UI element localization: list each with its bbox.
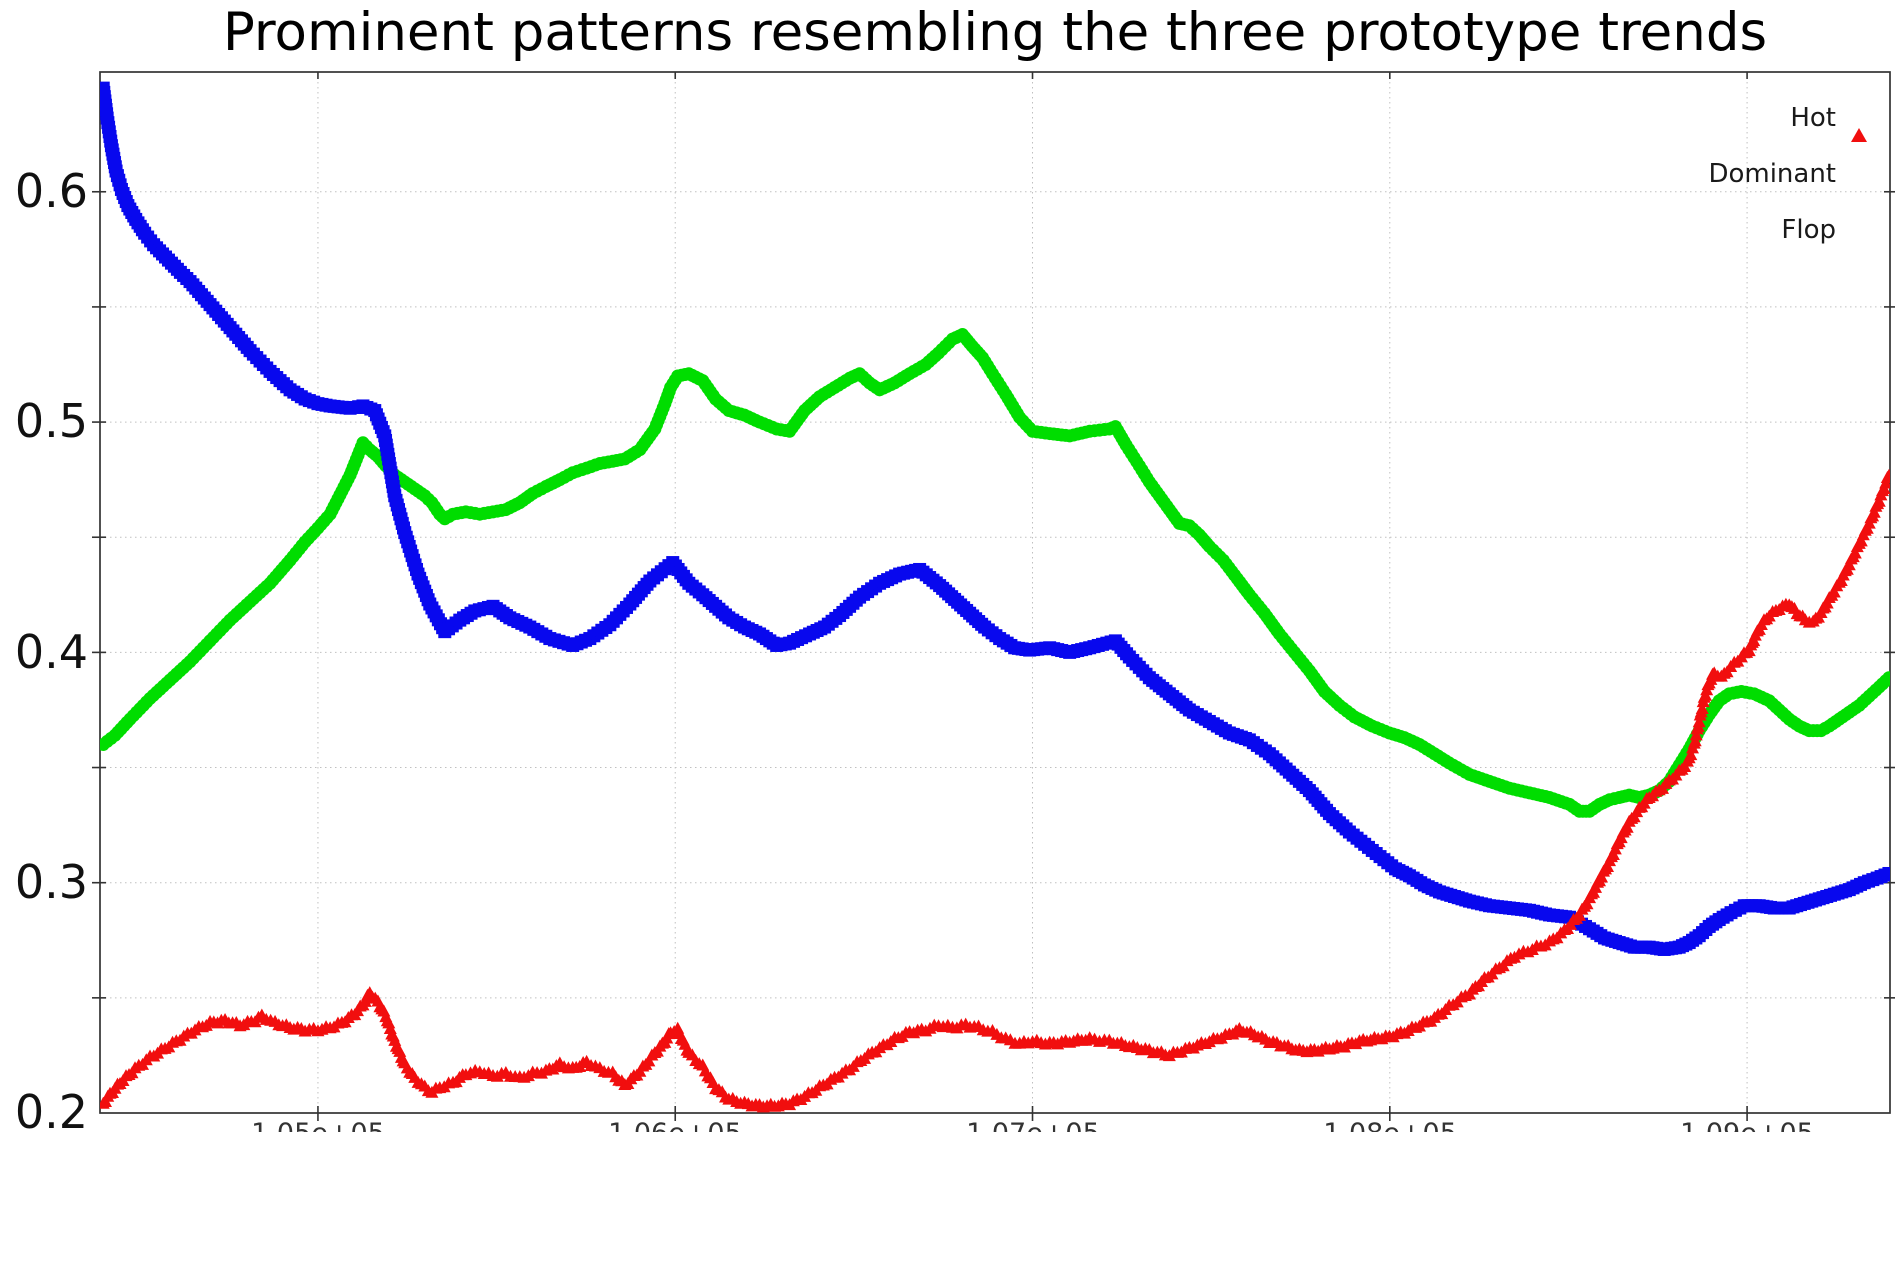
triangle-marker-icon <box>1851 108 1867 142</box>
y-tick-label: 0.2 <box>14 1085 88 1140</box>
series-flop <box>100 81 1890 956</box>
x-tick-label: 1.05e+05 <box>251 1120 385 1132</box>
triangle-marker <box>1692 715 1706 728</box>
x-axis-labels: 1.05e+05 1.06e+05 1.07e+05 1.08e+05 1.09… <box>100 1120 1890 1132</box>
triangle-marker <box>1684 748 1698 761</box>
triangle-marker <box>1872 494 1886 507</box>
legend-item-flop: Flop <box>1708 202 1867 258</box>
x-tick-label: 1.09e+05 <box>1680 1120 1814 1132</box>
y-tick-label: 0.4 <box>14 625 88 680</box>
triangle-marker <box>1848 546 1862 559</box>
square-marker <box>1882 866 1890 880</box>
triangle-marker <box>1882 468 1890 481</box>
x-tick-label: 1.06e+05 <box>608 1120 742 1132</box>
triangle-marker <box>1854 534 1868 547</box>
y-tick-label: 0.5 <box>14 394 88 449</box>
triangle-marker <box>1580 897 1594 910</box>
legend-item-hot: Hot <box>1708 90 1867 146</box>
plot-frame <box>99 71 1891 1114</box>
x-tick-label: 1.07e+05 <box>966 1120 1100 1132</box>
series-dominant <box>100 328 1890 818</box>
triangle-marker <box>1827 585 1841 598</box>
legend-label-dominant: Dominant <box>1708 159 1836 189</box>
x-tick-label: 1.08e+05 <box>1323 1120 1457 1132</box>
series-hot <box>100 468 1890 1113</box>
triangle-marker <box>393 1044 407 1057</box>
triangle-marker <box>358 994 372 1007</box>
triangle-marker <box>1867 505 1881 518</box>
legend: Hot Dominant Flop <box>1708 90 1867 258</box>
legend-item-dominant: Dominant <box>1708 146 1867 202</box>
triangle-marker <box>1573 908 1587 921</box>
legend-label-flop: Flop <box>1781 215 1836 245</box>
y-tick-label: 0.3 <box>14 855 88 910</box>
chart-title: Prominent patterns resembling the three … <box>222 2 1768 63</box>
circle-marker <box>1882 671 1890 685</box>
legend-label-hot: Hot <box>1790 103 1836 133</box>
y-tick-label: 0.6 <box>14 164 88 219</box>
triangle-marker <box>1695 701 1709 714</box>
